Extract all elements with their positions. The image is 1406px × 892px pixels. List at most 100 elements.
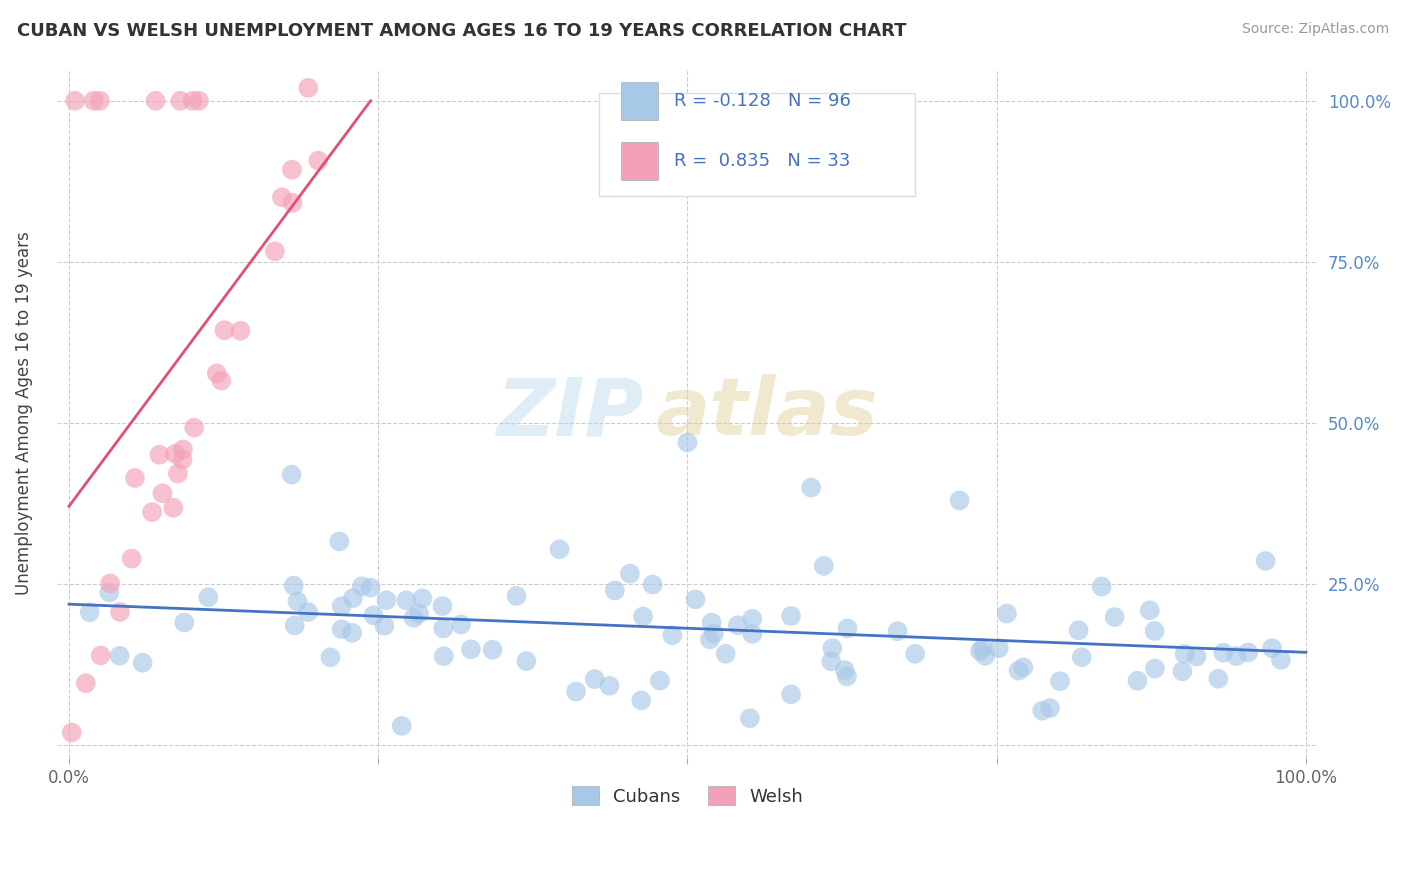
Point	[183, 420, 205, 434]
Point	[1091, 580, 1114, 594]
Y-axis label: Unemployment Among Ages 16 to 19 years: Unemployment Among Ages 16 to 19 years	[15, 232, 32, 595]
Point	[63, 94, 86, 108]
Point	[583, 672, 606, 686]
FancyBboxPatch shape	[620, 82, 658, 120]
Point	[1185, 649, 1208, 664]
Point	[800, 481, 823, 495]
Point	[603, 583, 626, 598]
Point	[350, 579, 373, 593]
Point	[450, 617, 472, 632]
Point	[565, 684, 588, 698]
Point	[60, 725, 83, 739]
Point	[411, 591, 433, 606]
Point	[1070, 650, 1092, 665]
Point	[685, 592, 707, 607]
Point	[328, 534, 350, 549]
Point	[169, 94, 191, 108]
Point	[1143, 624, 1166, 638]
Point	[738, 711, 761, 725]
Point	[281, 195, 304, 210]
Point	[1049, 674, 1071, 689]
Point	[641, 577, 664, 591]
Point	[187, 94, 209, 108]
Point	[375, 593, 398, 607]
Point	[297, 80, 319, 95]
Point	[79, 605, 101, 619]
Point	[676, 435, 699, 450]
Point	[598, 679, 620, 693]
Legend: Cubans, Welsh: Cubans, Welsh	[562, 778, 813, 815]
Point	[969, 644, 991, 658]
Point	[263, 244, 285, 259]
Point	[481, 642, 503, 657]
Point	[83, 94, 105, 108]
Point	[373, 619, 395, 633]
Point	[391, 719, 413, 733]
Point	[152, 486, 174, 500]
Point	[837, 621, 859, 635]
Point	[1126, 673, 1149, 688]
Point	[1139, 603, 1161, 617]
Point	[108, 605, 131, 619]
Point	[1212, 646, 1234, 660]
Point	[780, 609, 803, 624]
Point	[1012, 660, 1035, 674]
Point	[108, 648, 131, 663]
Point	[89, 94, 111, 108]
Point	[1104, 610, 1126, 624]
Point	[886, 624, 908, 639]
Point	[141, 505, 163, 519]
Point	[281, 162, 304, 177]
Point	[363, 608, 385, 623]
Point	[1261, 641, 1284, 656]
Point	[342, 591, 364, 605]
Point	[145, 94, 167, 108]
Point	[948, 493, 970, 508]
Point	[297, 605, 319, 619]
Point	[648, 673, 671, 688]
Text: atlas: atlas	[657, 375, 879, 452]
Point	[1237, 645, 1260, 659]
Point	[433, 649, 456, 664]
Point	[395, 593, 418, 607]
Text: CUBAN VS WELSH UNEMPLOYMENT AMONG AGES 16 TO 19 YEARS CORRELATION CHART: CUBAN VS WELSH UNEMPLOYMENT AMONG AGES 1…	[17, 22, 907, 40]
Point	[1031, 704, 1053, 718]
Point	[515, 654, 537, 668]
Point	[75, 676, 97, 690]
Point	[821, 641, 844, 656]
Point	[98, 585, 121, 599]
Point	[229, 324, 252, 338]
Point	[972, 641, 994, 656]
Point	[1007, 664, 1029, 678]
Point	[630, 693, 652, 707]
Point	[661, 628, 683, 642]
Point	[319, 650, 342, 665]
Point	[741, 612, 763, 626]
Point	[619, 566, 641, 581]
Point	[408, 607, 430, 621]
Point	[987, 641, 1010, 656]
FancyBboxPatch shape	[620, 143, 658, 180]
Point	[505, 589, 527, 603]
Point	[214, 323, 236, 337]
Point	[995, 607, 1018, 621]
Point	[330, 622, 353, 636]
Point	[1143, 662, 1166, 676]
Point	[1225, 648, 1247, 663]
Point	[197, 591, 219, 605]
Point	[714, 647, 737, 661]
Text: ZIP: ZIP	[496, 375, 644, 452]
Point	[287, 594, 309, 608]
Point	[162, 500, 184, 515]
Text: R = -0.128   N = 96: R = -0.128 N = 96	[673, 92, 851, 111]
Point	[974, 648, 997, 663]
Point	[360, 581, 382, 595]
Point	[741, 627, 763, 641]
Point	[1039, 701, 1062, 715]
FancyBboxPatch shape	[599, 93, 914, 196]
Point	[283, 579, 305, 593]
Point	[284, 618, 307, 632]
Point	[820, 654, 842, 668]
Point	[121, 551, 143, 566]
Point	[631, 609, 654, 624]
